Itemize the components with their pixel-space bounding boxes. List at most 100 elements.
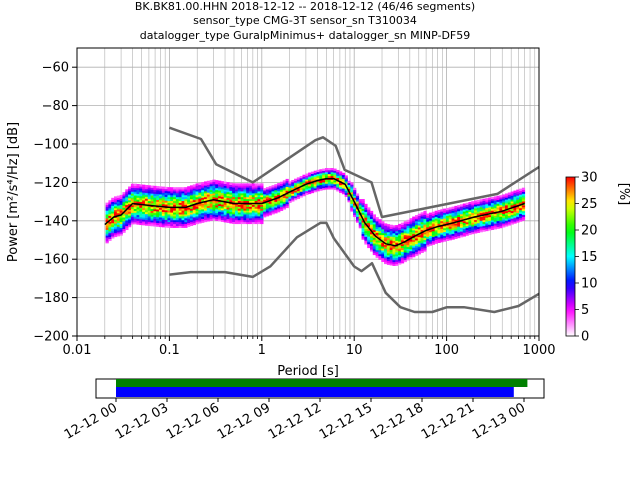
density-cell [234,183,239,186]
density-cell [164,219,168,222]
density-cell [192,215,196,218]
density-cell [133,212,137,215]
density-cell [395,259,399,262]
density-cell [490,196,495,200]
density-cell [414,232,419,235]
density-cell [173,204,177,207]
density-cell [420,216,424,219]
density-cell [204,202,208,205]
density-cell [384,223,388,226]
density-cell [364,211,368,214]
density-cell [372,241,376,244]
density-cell [499,216,503,219]
density-cell [240,191,244,194]
density-cell [369,224,374,227]
density-cell [198,184,202,187]
density-cell [285,201,289,205]
density-cell [204,208,208,211]
density-cell [406,252,410,255]
density-cell [437,219,441,222]
density-cell [431,242,436,245]
density-cell [209,203,213,206]
density-cell [479,205,483,208]
density-cell [296,177,301,180]
density-cell [164,196,168,199]
density-cell [105,239,109,242]
density-cell [206,182,211,185]
density-cell [400,243,405,247]
density-cell [223,187,227,190]
density-cell [229,190,233,193]
density-cell [339,188,343,191]
density-cell [364,209,368,212]
density-cell [443,208,447,211]
density-cell [378,244,382,247]
density-cell [164,200,168,203]
density-cell [465,208,469,211]
density-cell [153,193,157,196]
density-cell [249,198,253,202]
density-cell [355,218,360,221]
density-cell [173,221,177,225]
density-cell [212,210,216,213]
density-cell [330,185,334,188]
density-cell [136,222,140,225]
density-cell [144,200,149,203]
density-cell [355,199,360,202]
density-cell [257,219,261,223]
density-cell [437,238,441,242]
density-cell [240,194,244,198]
density-cell [218,196,222,199]
density-cell [488,209,492,212]
density-cell [417,234,422,238]
density-cell [170,191,174,194]
density-cell [116,222,121,225]
density-cell [389,259,393,262]
density-cell [204,219,208,223]
density-cell [116,195,121,198]
density-cell [426,244,430,247]
density-cell [358,224,362,227]
density-cell [516,195,520,198]
density-cell [412,254,416,258]
density-cell [254,206,258,209]
density-cell [485,217,489,220]
density-cell [243,208,247,211]
density-cell [392,242,396,245]
density-cell [271,196,275,200]
density-cell [178,221,182,225]
density-cell [423,218,427,221]
density-cell [195,185,199,188]
density-cell [423,237,427,241]
density-cell [122,215,126,218]
density-cell [406,240,410,244]
density-cell [395,261,399,264]
density-cell [333,182,337,185]
density-cell [386,254,391,258]
density-cell [119,231,123,234]
density-cell [403,242,407,245]
density-cell [462,220,467,224]
density-cell [485,224,489,228]
density-cell [240,206,244,209]
colorbar-tick-label: 15 [581,250,598,265]
density-cell [479,220,483,223]
density-cell [237,212,241,215]
density-cell [378,224,382,228]
density-cell [184,196,188,200]
density-cell [384,259,388,263]
density-cell [246,212,250,215]
density-cell [322,187,326,191]
density-cell [398,245,402,248]
density-cell [240,187,244,190]
density-cell [482,206,486,209]
density-cell [507,217,512,220]
density-cell [234,187,239,190]
density-cell [350,207,354,210]
density-cell [400,234,405,237]
density-cell [429,233,433,237]
density-cell [420,221,424,225]
density-cell [119,223,123,227]
density-cell [209,187,213,191]
density-cell [237,196,241,200]
